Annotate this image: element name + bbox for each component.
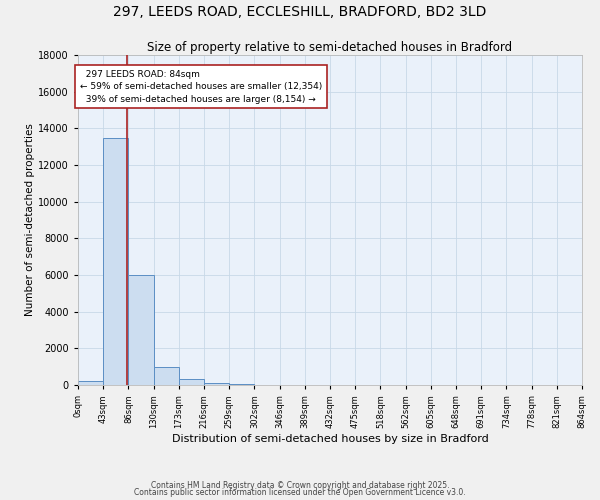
Bar: [229, 384, 254, 385]
Text: 297, LEEDS ROAD, ECCLESHILL, BRADFORD, BD2 3LD: 297, LEEDS ROAD, ECCLESHILL, BRADFORD, B…: [113, 5, 487, 19]
Title: Size of property relative to semi-detached houses in Bradford: Size of property relative to semi-detach…: [148, 41, 512, 54]
Bar: [103, 138, 128, 385]
Text: Contains public sector information licensed under the Open Government Licence v3: Contains public sector information licen…: [134, 488, 466, 497]
Bar: [179, 378, 204, 385]
Bar: [128, 275, 154, 385]
Bar: [204, 383, 229, 385]
Y-axis label: Number of semi-detached properties: Number of semi-detached properties: [25, 124, 35, 316]
Bar: [154, 366, 179, 385]
Bar: [78, 382, 103, 385]
Text: Contains HM Land Registry data © Crown copyright and database right 2025.: Contains HM Land Registry data © Crown c…: [151, 480, 449, 490]
X-axis label: Distribution of semi-detached houses by size in Bradford: Distribution of semi-detached houses by …: [172, 434, 488, 444]
Text: 297 LEEDS ROAD: 84sqm
← 59% of semi-detached houses are smaller (12,354)
  39% o: 297 LEEDS ROAD: 84sqm ← 59% of semi-deta…: [80, 70, 322, 103]
